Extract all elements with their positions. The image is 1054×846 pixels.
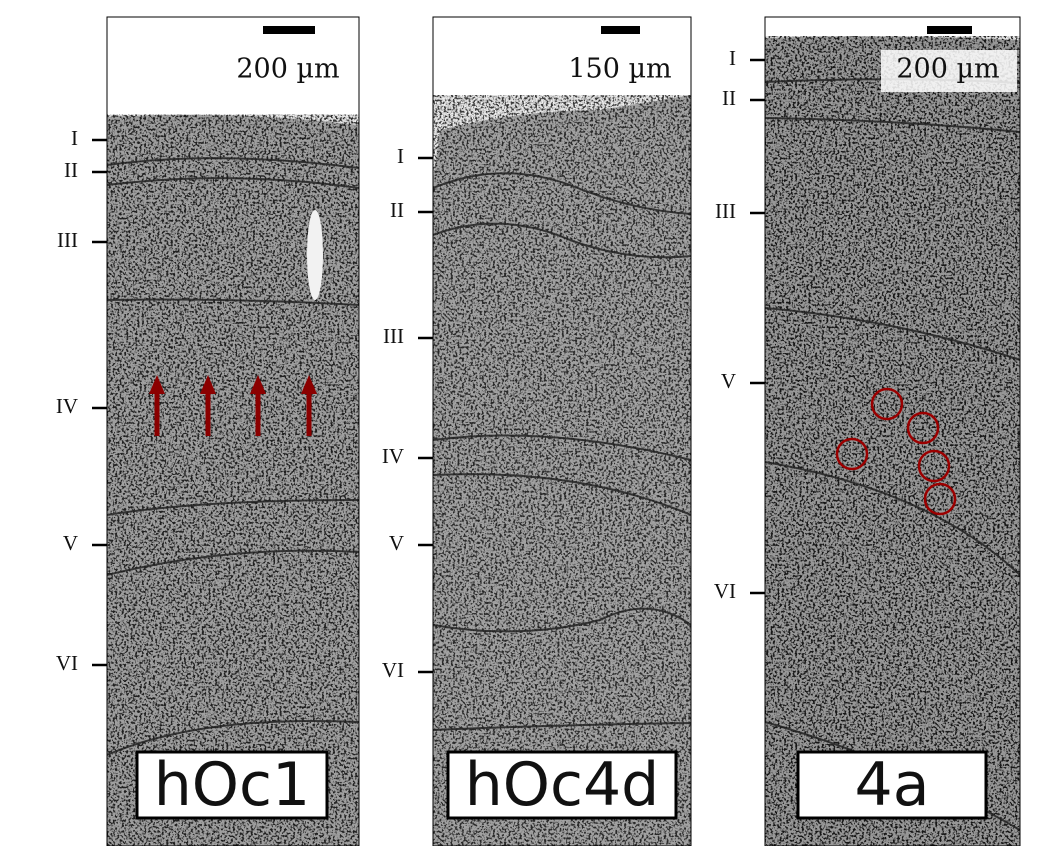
layer-label: II: [722, 86, 736, 110]
scale-label: 150 µm: [568, 54, 671, 85]
layer-label: III: [383, 324, 404, 348]
area-label: hOc4d: [465, 750, 660, 820]
layer-label: III: [57, 228, 78, 252]
layer-label: III: [715, 199, 736, 223]
layer-label: VI: [714, 579, 736, 603]
layer-label: I: [729, 46, 736, 70]
figure: 200 µm 150 µm 200 µm hOc1 hOc4d 4a IIIII…: [0, 0, 1054, 846]
layer-label: IV: [56, 394, 78, 418]
area-label: 4a: [855, 750, 930, 820]
area-label: hOc1: [154, 750, 310, 820]
layer-label: I: [397, 144, 404, 168]
tissue-image: [433, 17, 691, 846]
layer-label: VI: [382, 658, 404, 682]
layer-label: I: [71, 126, 78, 150]
layer-label: II: [64, 158, 78, 182]
layer-label: II: [390, 198, 404, 222]
layer-label: IV: [382, 444, 404, 468]
tissue-image: [765, 17, 1020, 846]
layer-label: V: [63, 531, 78, 555]
scale-label: 200 µm: [896, 54, 999, 85]
tissue-image: [107, 17, 359, 846]
layer-label: V: [389, 531, 404, 555]
layer-label: V: [721, 369, 736, 393]
layer-label: VI: [56, 651, 78, 675]
scale-label: 200 µm: [236, 54, 339, 85]
